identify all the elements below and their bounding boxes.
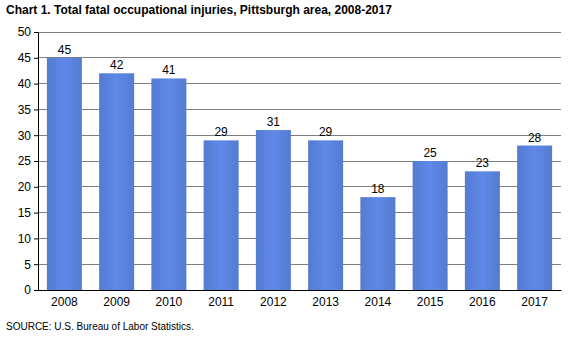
bars bbox=[47, 58, 552, 290]
tick: 50 bbox=[18, 25, 38, 39]
bar bbox=[204, 140, 239, 290]
tick: 2016 bbox=[469, 295, 496, 309]
tick: 2015 bbox=[417, 295, 444, 309]
tick-label: 2017 bbox=[521, 295, 548, 309]
tick-mark bbox=[34, 187, 38, 188]
data-label: 23 bbox=[476, 156, 490, 170]
data-label: 25 bbox=[423, 146, 437, 160]
tick-label: 2016 bbox=[469, 295, 496, 309]
tick: 15 bbox=[18, 206, 38, 220]
tick-label: 20 bbox=[18, 180, 32, 194]
y-axis: 0 5 10 15 20 25 30 35 40 45 50 bbox=[18, 25, 39, 297]
title: Chart 1. Total fatal occupational injuri… bbox=[6, 3, 392, 17]
tick-mark bbox=[34, 58, 38, 59]
tick-mark bbox=[34, 213, 38, 214]
tick-mark bbox=[34, 290, 38, 291]
tick: 25 bbox=[18, 154, 38, 168]
tick: 5 bbox=[24, 258, 38, 272]
tick-label: 2010 bbox=[156, 295, 183, 309]
tick-label: 2011 bbox=[208, 295, 234, 309]
data-labels: 45 42 41 29 31 29 18 25 23 28 bbox=[58, 43, 542, 196]
tick-label: 30 bbox=[18, 129, 32, 143]
tick-mark bbox=[34, 109, 38, 110]
bar bbox=[256, 130, 291, 290]
tick: 40 bbox=[18, 77, 38, 91]
tick-label: 25 bbox=[18, 154, 32, 168]
tick: 2013 bbox=[312, 295, 339, 309]
tick: 45 bbox=[18, 51, 38, 65]
tick: 35 bbox=[18, 103, 38, 117]
axis-line bbox=[39, 290, 562, 291]
bar bbox=[465, 171, 500, 290]
tick-label: 40 bbox=[18, 77, 32, 91]
bar bbox=[413, 161, 448, 290]
tick: 2008 bbox=[51, 295, 78, 309]
bar bbox=[308, 140, 343, 290]
tick: 2014 bbox=[365, 295, 392, 309]
grid-line bbox=[38, 32, 561, 33]
tick: 10 bbox=[18, 232, 38, 246]
tick-label: 2008 bbox=[51, 295, 78, 309]
tick-label: 10 bbox=[18, 232, 32, 246]
tick: 2011 bbox=[208, 295, 234, 309]
plot: 0 5 10 15 20 25 30 35 40 45 50 2008 2009 2010 2011 2012… bbox=[18, 25, 562, 308]
x-axis: 2008 2009 2010 2011 2012 2013 2014 2015 2016 2017 bbox=[39, 291, 562, 309]
tick-mark bbox=[34, 32, 38, 33]
tick-mark bbox=[34, 238, 38, 239]
tick-label: 15 bbox=[18, 206, 32, 220]
tick-label: 5 bbox=[24, 258, 31, 272]
bar bbox=[360, 197, 395, 290]
tick: 2009 bbox=[103, 295, 130, 309]
source: SOURCE: U.S. Bureau of Labor Statistics. bbox=[6, 321, 194, 332]
tick: 2010 bbox=[156, 295, 183, 309]
tick-label: 50 bbox=[18, 25, 32, 39]
tick-mark bbox=[34, 84, 38, 85]
tick-label: 45 bbox=[18, 51, 32, 65]
axis-line bbox=[38, 33, 39, 291]
tick: 20 bbox=[18, 180, 38, 194]
tick: 0 bbox=[24, 283, 38, 297]
bar bbox=[99, 73, 134, 290]
tick-label: 2014 bbox=[365, 295, 392, 309]
tick-label: 0 bbox=[24, 283, 31, 297]
data-label: 29 bbox=[319, 125, 333, 139]
data-label: 29 bbox=[214, 125, 228, 139]
bar bbox=[47, 58, 82, 290]
data-label: 45 bbox=[58, 43, 72, 57]
tick-mark bbox=[34, 264, 38, 265]
tick: 2017 bbox=[521, 295, 548, 309]
data-label: 41 bbox=[162, 63, 176, 77]
chart: 0 5 10 15 20 25 30 35 40 45 50 2008 2009 2010 2011 2012… bbox=[0, 0, 569, 339]
tick-label: 35 bbox=[18, 103, 32, 117]
tick: 30 bbox=[18, 129, 38, 143]
data-label: 28 bbox=[528, 131, 542, 145]
bar bbox=[151, 78, 186, 290]
tick-label: 2009 bbox=[103, 295, 130, 309]
tick-label: 2012 bbox=[260, 295, 287, 309]
bar bbox=[517, 146, 552, 290]
data-label: 31 bbox=[267, 115, 281, 129]
tick-mark bbox=[34, 161, 38, 162]
tick-mark bbox=[34, 135, 38, 136]
tick-label: 2013 bbox=[312, 295, 339, 309]
grid bbox=[38, 32, 561, 290]
data-label: 18 bbox=[371, 182, 385, 196]
tick: 2012 bbox=[260, 295, 287, 309]
data-label: 42 bbox=[110, 58, 124, 72]
tick-label: 2015 bbox=[417, 295, 444, 309]
